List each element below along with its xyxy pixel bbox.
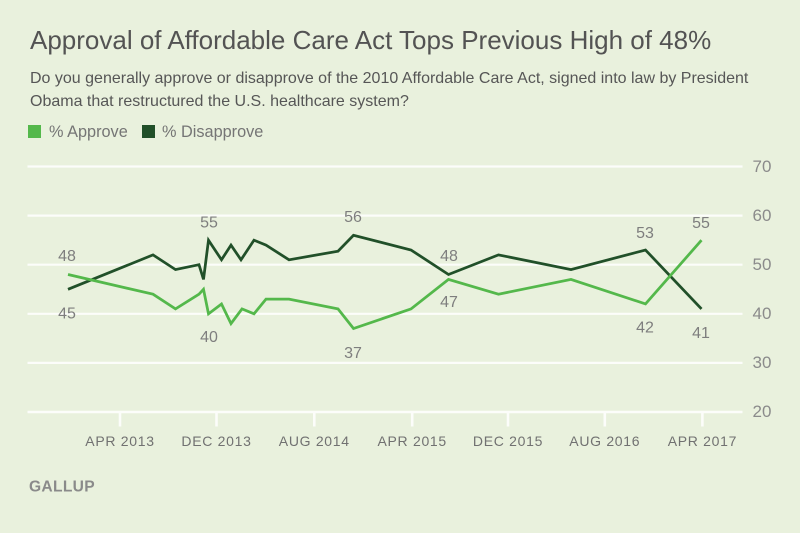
svg-text:Approval of Affordable Care Ac: Approval of Affordable Care Act Tops Pre… xyxy=(30,25,711,55)
svg-text:Do you generally approve or di: Do you generally approve or disapprove o… xyxy=(30,70,749,87)
svg-text:47: 47 xyxy=(440,294,458,311)
svg-text:20: 20 xyxy=(753,402,772,421)
svg-text:% Disapprove: % Disapprove xyxy=(162,123,263,141)
svg-text:GALLUP: GALLUP xyxy=(29,479,95,496)
svg-text:40: 40 xyxy=(200,329,218,346)
svg-text:Obama that restructured the U.: Obama that restructured the U.S. healthc… xyxy=(30,93,409,110)
svg-text:60: 60 xyxy=(753,206,772,225)
svg-text:48: 48 xyxy=(440,248,458,265)
svg-text:55: 55 xyxy=(692,215,710,232)
svg-text:48: 48 xyxy=(58,248,76,265)
svg-text:DEC 2015: DEC 2015 xyxy=(473,433,543,449)
svg-text:55: 55 xyxy=(200,215,218,232)
svg-text:DEC 2013: DEC 2013 xyxy=(181,433,251,449)
svg-text:50: 50 xyxy=(753,255,772,274)
svg-text:56: 56 xyxy=(344,209,362,226)
svg-text:45: 45 xyxy=(58,306,76,323)
svg-text:30: 30 xyxy=(753,353,772,372)
svg-text:53: 53 xyxy=(636,225,654,242)
svg-text:AUG 2016: AUG 2016 xyxy=(569,433,640,449)
svg-text:APR 2015: APR 2015 xyxy=(377,433,446,449)
svg-text:% Approve: % Approve xyxy=(49,123,128,141)
svg-text:APR 2017: APR 2017 xyxy=(668,433,737,449)
svg-text:41: 41 xyxy=(692,325,710,342)
svg-text:70: 70 xyxy=(753,157,772,176)
svg-text:APR 2013: APR 2013 xyxy=(85,433,154,449)
svg-text:40: 40 xyxy=(753,304,772,323)
svg-text:42: 42 xyxy=(636,320,654,337)
svg-text:37: 37 xyxy=(344,345,362,362)
svg-text:AUG 2014: AUG 2014 xyxy=(279,433,350,449)
